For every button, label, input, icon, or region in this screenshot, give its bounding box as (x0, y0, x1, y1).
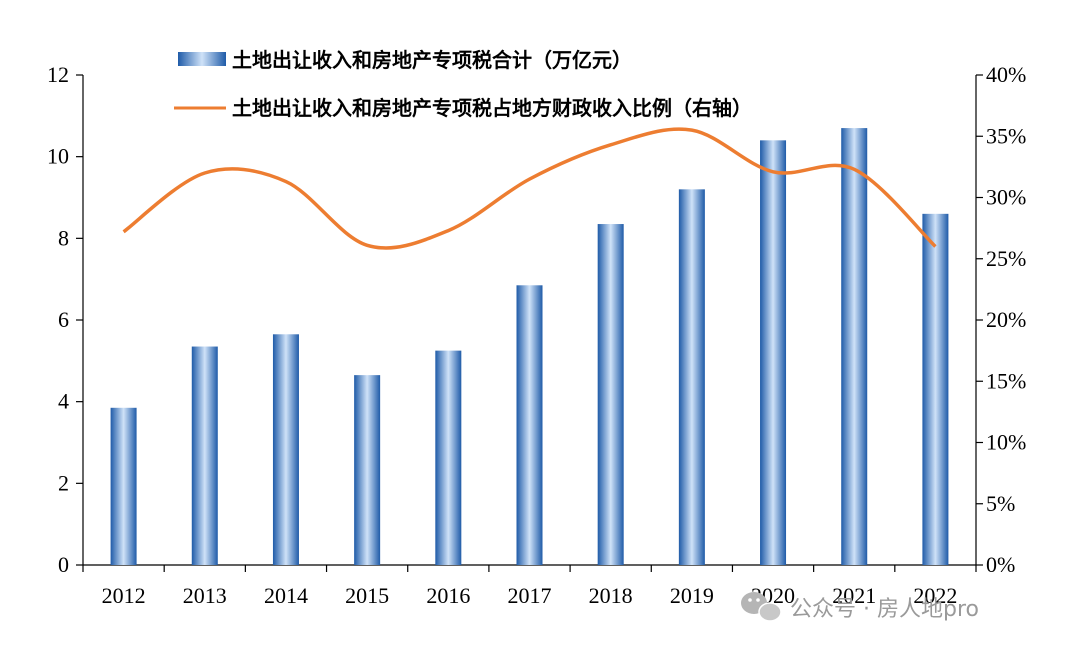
bar (435, 350, 462, 565)
right-tick-label: 0% (986, 552, 1015, 577)
left-tick-label: 2 (58, 470, 69, 495)
bar-series (110, 128, 949, 566)
bar (841, 128, 868, 566)
x-tick-label: 2021 (832, 583, 876, 608)
x-tick-label: 2019 (670, 583, 714, 608)
left-tick-label: 10 (47, 144, 69, 169)
bar (516, 285, 543, 565)
x-tick-label: 2016 (426, 583, 470, 608)
x-tick-label: 2012 (102, 583, 146, 608)
left-tick-label: 12 (47, 62, 69, 87)
right-tick-label: 35% (986, 123, 1026, 148)
legend: 土地出让收入和房地产专项税合计（万亿元） 土地出让收入和房地产专项税占地方财政收… (174, 48, 752, 120)
bar (354, 375, 381, 565)
left-tick-label: 0 (58, 552, 69, 577)
line-series (122, 127, 937, 250)
ratio-line (122, 127, 937, 250)
right-tick-label: 30% (986, 185, 1026, 210)
left-tick-label: 8 (58, 225, 69, 250)
x-tick-label: 2015 (345, 583, 389, 608)
watermark-text: 公众号 · 房人地pro (790, 597, 979, 622)
x-tick-label: 2014 (264, 583, 308, 608)
right-tick-label: 10% (986, 430, 1026, 455)
right-tick-label: 5% (986, 491, 1015, 516)
right-tick-label: 25% (986, 246, 1026, 271)
x-axis-ticks: 2012 2013 2014 2015 2016 2017 2018 2019 2020 2021… (102, 583, 958, 608)
legend-bar-swatch (178, 52, 226, 66)
bar (272, 334, 299, 565)
bar (678, 189, 705, 566)
legend-bar-label: 土地出让收入和房地产专项税合计（万亿元） (232, 48, 632, 72)
x-tick-label: 2013 (183, 583, 227, 608)
bar (597, 224, 624, 565)
legend-line-label: 土地出让收入和房地产专项税占地方财政收入比例（右轴） (232, 96, 752, 120)
bar (760, 140, 787, 566)
right-tick-label: 20% (986, 307, 1026, 332)
left-tick-label: 6 (58, 307, 69, 332)
left-axis-ticks: 0 2 4 6 8 10 12 (47, 62, 83, 577)
watermark: 公众号 · 房人地pro (741, 592, 979, 622)
right-tick-label: 15% (986, 368, 1026, 393)
bar (922, 213, 949, 566)
x-tick-label: 2018 (589, 583, 633, 608)
right-tick-label: 40% (986, 62, 1026, 87)
x-tick-label: 2022 (913, 583, 957, 608)
bar (191, 346, 218, 565)
right-axis-ticks: 0% 5% 10% 15% 20% 25% 30% 35% 40% (976, 62, 1026, 577)
x-tick-label: 2017 (508, 583, 552, 608)
bar (110, 407, 137, 565)
left-tick-label: 4 (58, 389, 69, 414)
wechat-icon (741, 592, 782, 622)
